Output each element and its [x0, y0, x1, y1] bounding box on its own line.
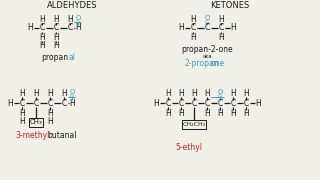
Text: C: C [244, 98, 249, 107]
Text: H: H [19, 118, 25, 127]
Text: C: C [178, 98, 184, 107]
Text: H: H [165, 89, 171, 98]
Text: H: H [218, 15, 224, 24]
Text: H: H [178, 89, 184, 98]
Text: H: H [47, 109, 53, 118]
Text: O: O [217, 89, 223, 95]
Text: H: H [204, 89, 210, 98]
Text: C: C [230, 98, 236, 107]
Text: H: H [19, 109, 25, 118]
Text: C: C [39, 24, 44, 33]
Text: H: H [75, 24, 81, 33]
Text: 5-ethyl: 5-ethyl [175, 143, 202, 152]
Text: C: C [165, 98, 171, 107]
Text: H: H [7, 98, 13, 107]
Text: H: H [178, 109, 184, 118]
Text: one: one [211, 58, 225, 68]
Text: KETONES: KETONES [210, 1, 250, 10]
Text: O: O [218, 94, 222, 100]
Text: H: H [190, 15, 196, 24]
Text: C: C [47, 98, 52, 107]
Text: C: C [20, 98, 25, 107]
Text: H: H [53, 33, 59, 42]
Text: O: O [69, 89, 75, 95]
Text: H: H [230, 109, 236, 118]
Text: O: O [70, 94, 74, 100]
Text: O: O [76, 19, 80, 24]
Text: H: H [243, 109, 249, 118]
Text: H: H [39, 42, 45, 51]
Text: C: C [204, 98, 210, 107]
Text: H: H [190, 33, 196, 42]
Text: H: H [191, 89, 197, 98]
Text: O: O [75, 15, 81, 21]
Text: H: H [178, 24, 184, 33]
Text: H: H [204, 109, 210, 118]
Text: H: H [39, 33, 45, 42]
Text: H: H [218, 33, 224, 42]
Text: C: C [53, 24, 59, 33]
Text: H: H [19, 89, 25, 98]
Text: propan: propan [41, 53, 68, 62]
Text: O: O [205, 19, 209, 24]
Text: H: H [153, 98, 159, 107]
Text: H: H [243, 89, 249, 98]
Text: H: H [61, 89, 67, 98]
Text: H: H [27, 24, 33, 33]
Text: H: H [47, 118, 53, 127]
Text: H: H [255, 98, 261, 107]
Text: CH₂CH₃: CH₂CH₃ [182, 122, 206, 127]
Text: H: H [230, 89, 236, 98]
Text: C: C [191, 98, 196, 107]
Text: H: H [67, 15, 73, 24]
Text: H: H [33, 89, 39, 98]
Text: propan-2-one: propan-2-one [181, 46, 233, 55]
Text: C: C [33, 98, 39, 107]
Text: butanal: butanal [47, 132, 76, 141]
Text: C: C [190, 24, 196, 33]
Text: 3-methyl: 3-methyl [15, 132, 49, 141]
Text: al: al [68, 53, 76, 62]
Text: C: C [217, 98, 223, 107]
Text: H: H [217, 109, 223, 118]
Text: C: C [218, 24, 224, 33]
Text: H: H [69, 98, 75, 107]
Text: CH₃: CH₃ [30, 119, 42, 125]
Text: H: H [165, 109, 171, 118]
Text: H: H [53, 42, 59, 51]
Text: C: C [61, 98, 67, 107]
Text: C: C [68, 24, 73, 33]
Text: H: H [53, 15, 59, 24]
Text: H: H [230, 24, 236, 33]
Text: C: C [204, 24, 210, 33]
Text: O: O [204, 15, 210, 21]
Text: H: H [39, 15, 45, 24]
Text: H: H [47, 89, 53, 98]
Text: 2-propan: 2-propan [185, 58, 219, 68]
Text: aka: aka [202, 55, 212, 60]
Text: ALDEHYDES: ALDEHYDES [47, 1, 97, 10]
